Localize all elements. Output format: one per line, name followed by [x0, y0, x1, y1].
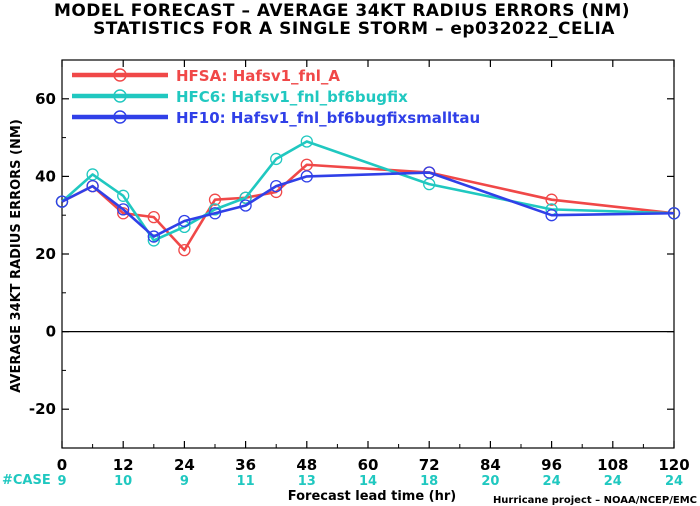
legend-marker	[113, 68, 127, 82]
case-count-label: 24	[665, 474, 683, 489]
data-point	[545, 209, 558, 222]
legend: HFSA: Hafsv1_fnl_A HFC6: Hafsv1_fnl_bf6bu…	[72, 67, 480, 127]
data-point	[55, 195, 69, 208]
x-tick-label: 24	[174, 456, 195, 474]
case-label: #CASE	[2, 473, 51, 488]
legend-marker	[113, 110, 127, 124]
x-tick-label: 108	[597, 456, 628, 474]
y-tick-label: 0	[46, 323, 56, 341]
data-point	[178, 243, 191, 257]
data-point	[117, 189, 130, 202]
y-tick-label: 20	[35, 245, 56, 263]
series-line	[61, 171, 675, 238]
data-point	[423, 166, 436, 179]
case-count-label: 13	[298, 474, 316, 489]
case-count-label: 11	[237, 474, 255, 489]
data-point	[208, 207, 222, 220]
x-tick-label: 84	[480, 456, 501, 474]
series-layer	[55, 135, 681, 257]
chart-subtitle: STATISTICS FOR A SINGLE STORM – ep032022…	[93, 19, 615, 39]
series-line	[61, 140, 675, 242]
legend-label: HFSA: Hafsv1_fnl_A	[176, 67, 340, 85]
data-point	[147, 210, 160, 224]
legend-marker	[113, 89, 127, 103]
x-tick-label: 0	[57, 456, 67, 474]
data-point	[208, 193, 222, 206]
legend-label: HF10: Hafsv1_fnl_bf6bugfixsmalltau	[176, 109, 480, 127]
axis-layer: 0912102493611481360147218842096241082412…	[29, 59, 690, 489]
data-point	[239, 191, 252, 204]
x-tick-label: 12	[113, 456, 134, 474]
y-tick-label: 40	[35, 167, 56, 185]
data-point	[545, 193, 558, 206]
x-tick-label: 96	[541, 456, 562, 474]
x-tick-label: 48	[296, 456, 317, 474]
x-axis-title: Forecast lead time (hr)	[288, 489, 456, 504]
case-count-label: 24	[543, 474, 561, 489]
case-count-label: 24	[604, 474, 622, 489]
y-axis-title: AVERAGE 34KT RADIUS ERRORS (NM)	[9, 119, 24, 393]
data-point	[86, 179, 99, 193]
data-point	[667, 207, 681, 220]
data-point	[117, 203, 130, 216]
case-count-label: 9	[57, 474, 66, 489]
x-tick-label: 36	[235, 456, 256, 474]
data-point	[300, 135, 313, 148]
case-count-label: 20	[481, 474, 499, 489]
data-point	[300, 170, 313, 183]
data-point	[178, 214, 191, 228]
legend-label: HFC6: Hafsv1_fnl_bf6bugfix	[176, 88, 408, 106]
data-point	[270, 179, 283, 193]
y-tick-label: 60	[35, 90, 56, 108]
data-point	[270, 152, 283, 166]
data-point	[147, 230, 160, 243]
credit-text: Hurricane project – NOAA/NCEP/EMC	[493, 495, 697, 506]
data-point	[208, 203, 222, 216]
case-count-label: 10	[114, 474, 132, 489]
chart-title: MODEL FORECAST – AVERAGE 34KT RADIUS ERR…	[53, 1, 631, 21]
y-tick-label: -20	[29, 400, 56, 418]
case-count-label: 9	[180, 474, 189, 489]
data-point	[239, 199, 252, 212]
x-tick-label: 60	[358, 456, 379, 474]
x-tick-label: 120	[658, 456, 689, 474]
case-count-label: 18	[420, 474, 438, 489]
case-count-label: 14	[359, 474, 377, 489]
x-tick-label: 72	[419, 456, 440, 474]
